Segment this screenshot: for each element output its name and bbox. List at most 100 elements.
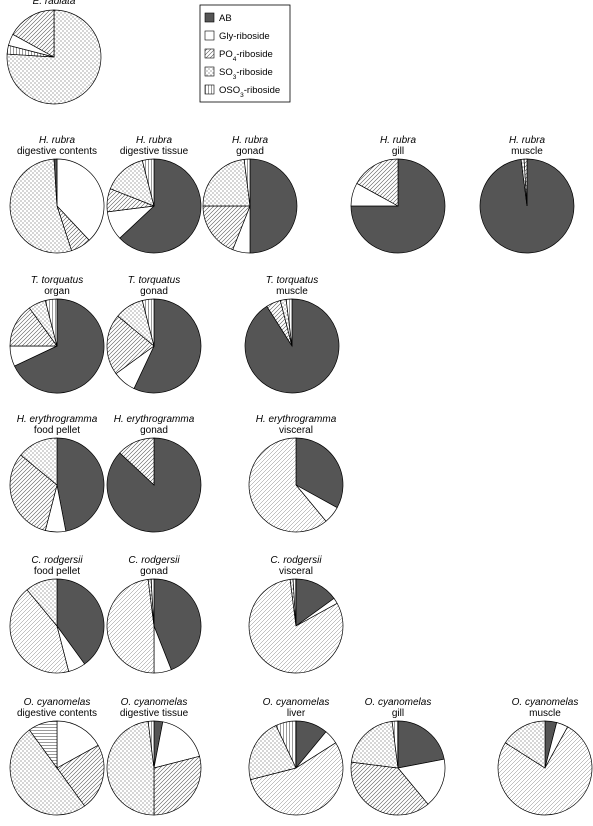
- pie-slice-so3-riboside: [20, 437, 58, 486]
- pie-slice-ab: [249, 158, 298, 254]
- pie-title-species: C. rodgersii: [128, 555, 180, 566]
- pie-slice-po4-riboside: [56, 744, 105, 807]
- pie-slice-ab: [56, 437, 105, 532]
- pie-title-species: H. rubra: [380, 135, 417, 146]
- pie-title-tissue: organ: [44, 286, 70, 297]
- legend-item-so3-riboside: SO3-riboside: [204, 66, 273, 81]
- pie-slice-oso3-riboside: [141, 158, 155, 207]
- legend: AB Gly-riboside PO4-riboside SO3-ribosid…: [199, 4, 291, 103]
- pie-slice-oso3-riboside: [150, 578, 155, 627]
- pie-title-tissue: gonad: [140, 566, 168, 577]
- pie-slice-ab: [53, 158, 58, 207]
- pie-slice-oso3-riboside: [28, 720, 58, 770]
- pie-slice-po4-riboside: [248, 437, 327, 533]
- pie-slice-ab: [153, 578, 202, 671]
- pie-title-species: E. radiata: [33, 0, 76, 7]
- pie-slice-so3-riboside: [9, 158, 72, 254]
- pie-slice-ab: [133, 298, 202, 394]
- pie-title-species: O. cyanomelas: [365, 697, 432, 708]
- pie-title-tissue: muscle: [529, 708, 561, 719]
- legend-label-po4-riboside: PO4-riboside: [219, 49, 273, 63]
- legend-label-so3-riboside: SO3-riboside: [219, 67, 273, 81]
- pie-title-tissue: digestive tissue: [120, 146, 189, 157]
- pie-slice-po4-riboside: [248, 578, 344, 674]
- pie-title-tissue: digestive tissue: [120, 708, 189, 719]
- pie-slice-po4-riboside: [350, 761, 429, 816]
- pie-slice-po4-riboside: [106, 315, 155, 375]
- legend-item-ab: AB: [204, 12, 232, 24]
- pie-slice-so3-riboside: [350, 720, 399, 769]
- pie-slice-po4-riboside: [9, 589, 70, 674]
- pie-title-tissue: visceral: [279, 425, 313, 436]
- pie-slice-gly-riboside: [153, 721, 200, 769]
- pie-slice-so3-riboside: [26, 578, 58, 627]
- pie-title-species: H. rubra: [509, 135, 546, 146]
- pie-slice-oso3-riboside: [141, 298, 155, 347]
- pie-title-tissue: food pellet: [34, 425, 80, 436]
- pie-slice-po4-riboside: [523, 158, 528, 207]
- pie-title-species: O. cyanomelas: [121, 697, 188, 708]
- pie-slice-so3-riboside: [202, 158, 251, 207]
- pie-title-species: T. torquatus: [31, 275, 83, 286]
- pie-slice-oso3-riboside: [44, 298, 58, 347]
- pie-slice-gly-riboside: [56, 720, 99, 769]
- pie-slice-po4-riboside: [202, 205, 251, 251]
- pie-slice-po4-riboside: [119, 437, 155, 486]
- legend-swatch-po4-riboside: [204, 48, 215, 59]
- pie-title-species: T. torquatus: [266, 275, 318, 286]
- pie-title-tissue: gill: [392, 708, 404, 719]
- pie-slice-oso3-riboside: [243, 158, 251, 207]
- pie-title-tissue: liver: [287, 708, 306, 719]
- legend-swatch-gly-riboside: [204, 30, 215, 41]
- pie-title-tissue: visceral: [279, 566, 313, 577]
- pie-slice-po4-riboside: [356, 158, 399, 207]
- pie-slice-po4-riboside: [153, 755, 202, 816]
- pie-title-species: O. cyanomelas: [263, 697, 330, 708]
- legend-swatch-ab: [204, 12, 215, 23]
- legend-item-oso3-riboside: OSO3-riboside: [204, 84, 280, 99]
- legend-label-ab: AB: [219, 13, 232, 24]
- pie-title-species: H. rubra: [39, 135, 76, 146]
- pie-slice-oso3-riboside: [285, 298, 293, 347]
- legend-item-po4-riboside: PO4-riboside: [204, 48, 273, 63]
- legend-swatch-oso3-riboside: [204, 84, 215, 95]
- pie-slice-oso3-riboside: [391, 720, 399, 769]
- pie-slice-po4-riboside: [106, 578, 155, 674]
- pie-slice-po4-riboside: [250, 742, 344, 816]
- pie-title-tissue: gill: [392, 146, 404, 157]
- pie-title-tissue: gonad: [140, 425, 168, 436]
- legend-label-gly-riboside: Gly-riboside: [219, 31, 270, 42]
- pie-title-species: C. rodgersii: [31, 555, 83, 566]
- legend-swatch-so3-riboside: [204, 66, 215, 77]
- pie-title-tissue: gonad: [140, 286, 168, 297]
- pie-slice-so3-riboside: [248, 725, 297, 781]
- pie-slice-ab: [119, 158, 202, 254]
- pie-slice-ab: [397, 720, 445, 769]
- legend-frame: [199, 4, 291, 103]
- pie-title-tissue: digestive contents: [17, 146, 97, 157]
- pie-slice-so3-riboside: [9, 729, 86, 816]
- legend-item-gly-riboside: Gly-riboside: [204, 30, 270, 42]
- pie-slice-ab: [14, 298, 105, 394]
- pie-title-species: O. cyanomelas: [24, 697, 91, 708]
- pie-title-tissue: muscle: [276, 286, 308, 297]
- pie-title-tissue: digestive contents: [17, 708, 97, 719]
